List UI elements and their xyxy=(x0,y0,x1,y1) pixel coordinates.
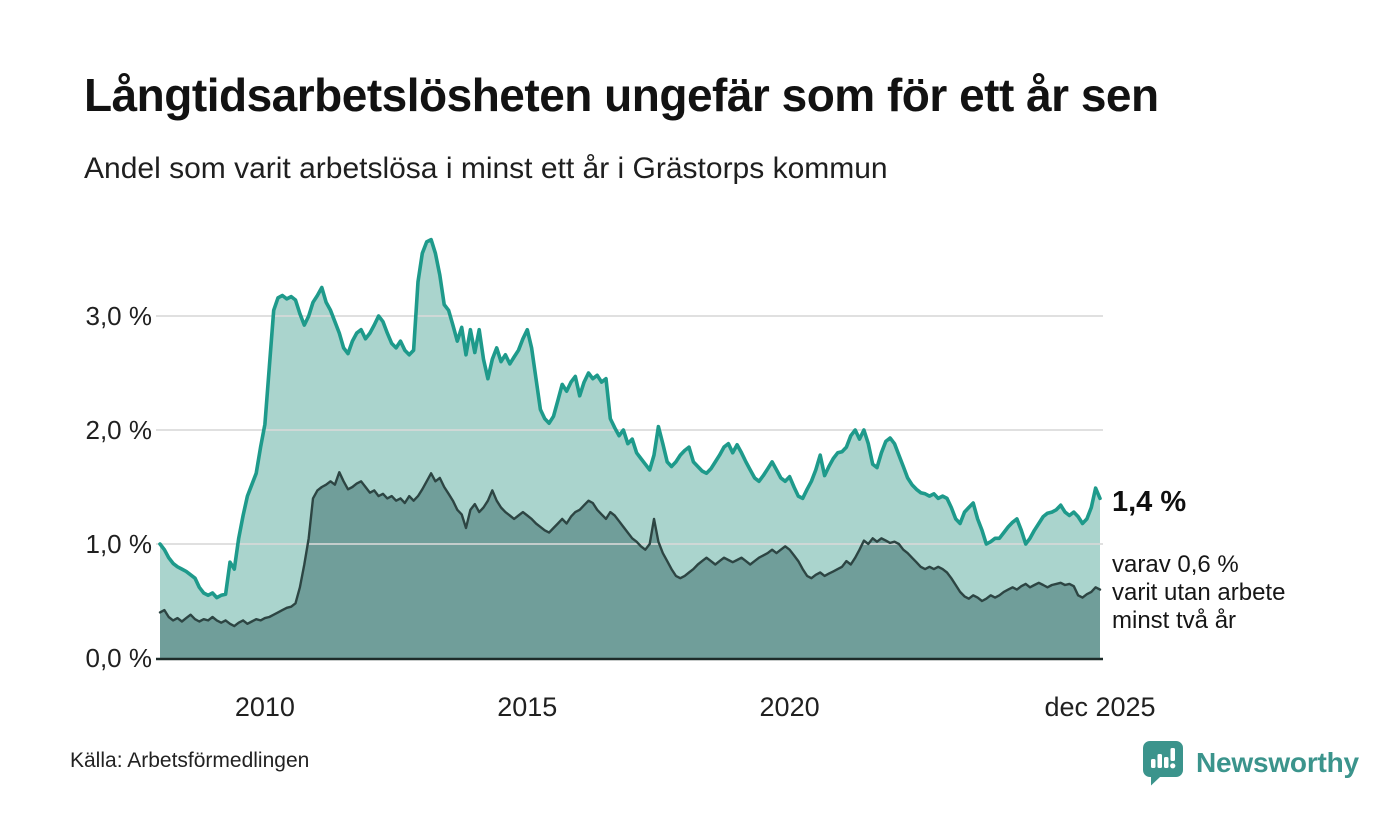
newsworthy-logo-icon xyxy=(1143,741,1183,786)
area-fill-minst-tva-ar xyxy=(160,472,1100,658)
newsworthy-wordmark: Newsworthy xyxy=(1196,747,1359,778)
x-tick-label: 2020 xyxy=(759,692,820,722)
newsworthy-logo: Newsworthy xyxy=(1142,740,1359,786)
subset-annotation: varav 0,6 % varit utan arbete minst två … xyxy=(1112,551,1285,635)
line-minst-tva-ar xyxy=(158,471,1102,628)
subset-annotation-line: varit utan arbete xyxy=(1112,579,1286,606)
latest-value-annotation: 1,4 % xyxy=(1112,486,1187,518)
x-tick-label: 2015 xyxy=(497,692,558,722)
x-tick-label: dec 2025 xyxy=(1044,692,1156,722)
source-note: Källa: Arbetsförmedlingen xyxy=(70,749,310,772)
y-tick-label: 3,0 % xyxy=(85,301,153,331)
y-tick-label: 1,0 % xyxy=(85,529,153,559)
y-tick-label: 0,0 % xyxy=(85,643,153,673)
subset-annotation-line: varav 0,6 % xyxy=(1112,551,1239,578)
y-tick-label: 2,0 % xyxy=(85,415,153,445)
line-minst-ett-ar xyxy=(158,237,1102,600)
x-tick-label: 2010 xyxy=(234,692,295,722)
page-subtitle: Andel som varit arbetslösa i minst ett å… xyxy=(84,152,888,185)
page-title: Långtidsarbetslösheten ungefär som för e… xyxy=(84,69,1159,121)
subset-annotation-line: minst två år xyxy=(1112,607,1237,634)
